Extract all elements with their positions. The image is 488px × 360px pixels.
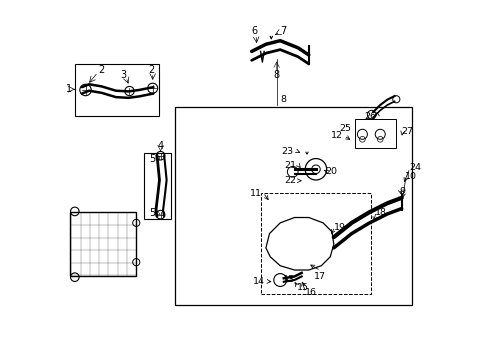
Text: 5: 5 <box>149 208 156 218</box>
Text: 14: 14 <box>253 277 264 286</box>
Text: 24: 24 <box>408 163 420 172</box>
Text: 1: 1 <box>65 84 72 94</box>
Text: 16: 16 <box>304 288 316 297</box>
Text: 7: 7 <box>280 26 285 36</box>
Text: 26: 26 <box>364 112 376 121</box>
Bar <box>175 107 411 305</box>
Text: 4: 4 <box>157 141 163 151</box>
Text: 17: 17 <box>313 272 325 281</box>
Text: 12: 12 <box>330 131 343 140</box>
Text: 21: 21 <box>284 161 296 170</box>
Text: 2: 2 <box>148 65 154 75</box>
Text: 19: 19 <box>333 222 345 231</box>
Text: 27: 27 <box>401 127 413 136</box>
Bar <box>75 64 159 116</box>
Bar <box>144 153 171 219</box>
Bar <box>260 193 370 294</box>
Text: 8: 8 <box>273 70 279 80</box>
Text: 3: 3 <box>120 69 126 80</box>
Text: 18: 18 <box>374 208 386 217</box>
Text: 6: 6 <box>250 26 257 36</box>
Bar <box>70 212 136 276</box>
Text: 5: 5 <box>149 154 156 164</box>
Text: 25: 25 <box>339 124 351 133</box>
Text: 9: 9 <box>399 187 405 196</box>
Text: 8: 8 <box>280 95 285 104</box>
Text: 20: 20 <box>325 167 337 176</box>
Text: 13: 13 <box>283 275 295 284</box>
Text: 11: 11 <box>249 189 261 198</box>
Text: 2: 2 <box>98 65 104 75</box>
Text: 15: 15 <box>296 283 308 292</box>
Text: 10: 10 <box>405 172 416 181</box>
Text: 23: 23 <box>281 147 292 156</box>
Text: 22: 22 <box>284 176 296 185</box>
Bar <box>354 119 395 148</box>
